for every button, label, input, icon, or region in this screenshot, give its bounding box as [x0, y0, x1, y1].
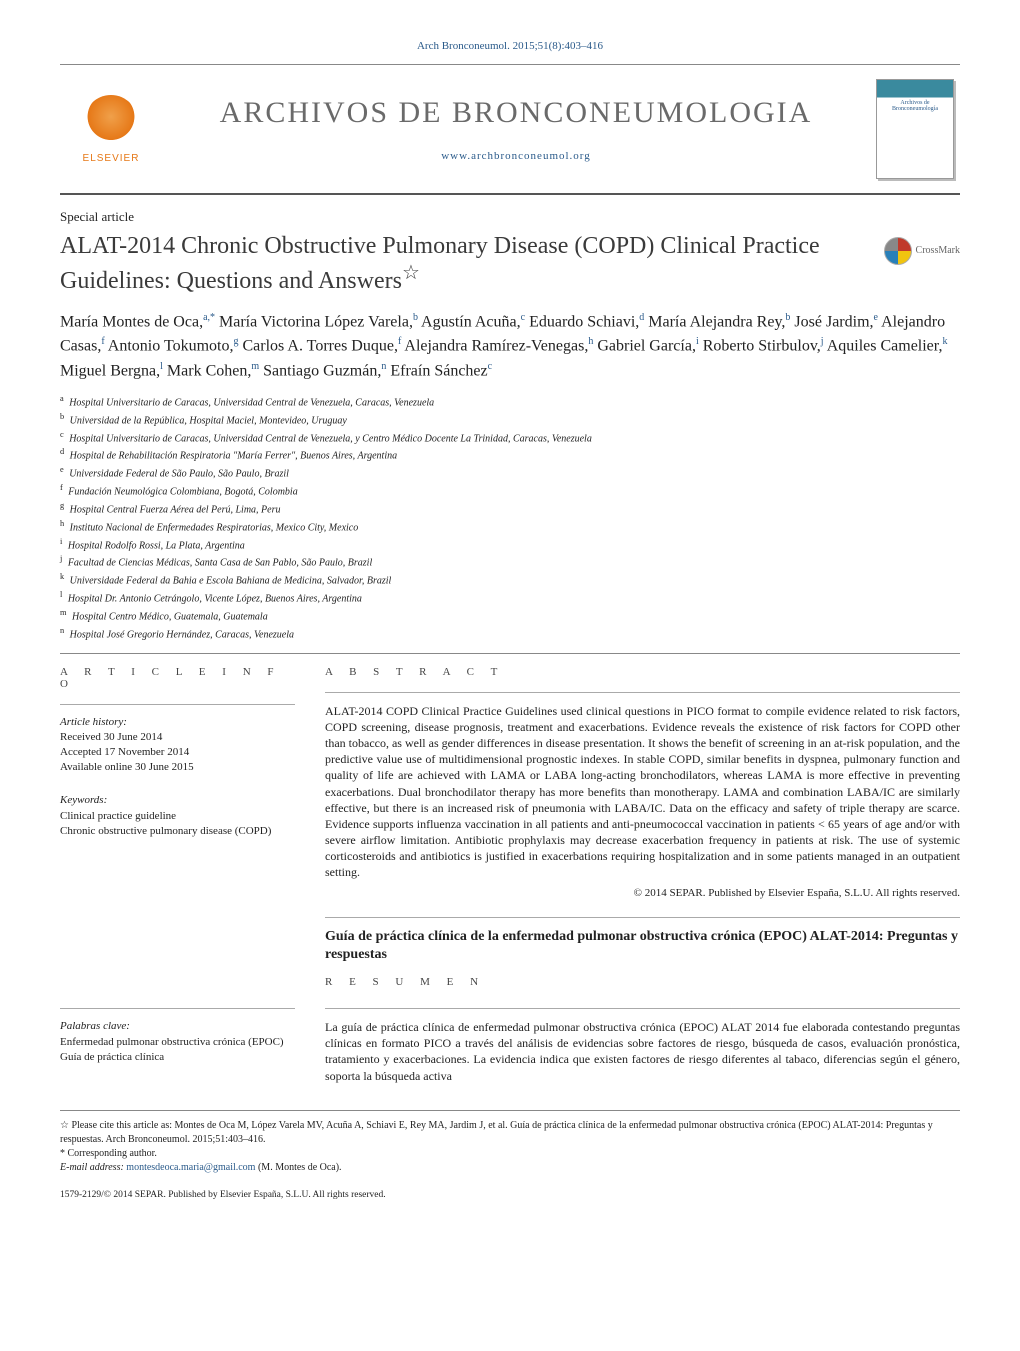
crossmark-icon: [884, 237, 912, 265]
citation-header: Arch Bronconeumol. 2015;51(8):403–416: [60, 40, 960, 52]
palabras-label: Palabras clave:: [60, 1019, 295, 1034]
affiliation: f Fundación Neumológica Colombiana, Bogo…: [60, 482, 960, 500]
article-info-column: A R T I C L E I N F O Article history: R…: [60, 666, 295, 1002]
resumen-row: Palabras clave: Enfermedad pulmonar obst…: [60, 1002, 960, 1090]
affiliation: h Instituto Nacional de Enfermedades Res…: [60, 518, 960, 536]
palabra-clave: Guía de práctica clínica: [60, 1050, 295, 1065]
author-list: María Montes de Oca,a,* María Victorina …: [60, 310, 960, 383]
abstract-heading: A B S T R A C T: [325, 666, 960, 678]
footnotes: ☆ Please cite this article as: Montes de…: [60, 1110, 960, 1202]
palabras-column: Palabras clave: Enfermedad pulmonar obst…: [60, 1002, 295, 1090]
journal-cover-thumbnail: Archivos de Bronconeumología: [876, 79, 954, 179]
history-accepted: Accepted 17 November 2014: [60, 745, 295, 760]
title-text: ALAT-2014 Chronic Obstructive Pulmonary …: [60, 233, 820, 294]
affiliation-list: a Hospital Universitario de Caracas, Uni…: [60, 393, 960, 643]
email-attribution: (M. Montes de Oca).: [258, 1162, 342, 1173]
keywords-block: Keywords: Clinical practice guideline Ch…: [60, 793, 295, 839]
abstract-rule: [325, 692, 960, 693]
keyword: Clinical practice guideline: [60, 809, 295, 824]
footnote-email-line: E-mail address: montesdeoca.maria@gmail.…: [60, 1161, 960, 1175]
abstract-column: A B S T R A C T ALAT-2014 COPD Clinical …: [325, 666, 960, 1002]
affiliation: d Hospital de Rehabilitación Respiratori…: [60, 446, 960, 464]
affiliation: c Hospital Universitario de Caracas, Uni…: [60, 429, 960, 447]
affiliation: n Hospital José Gregorio Hernández, Cara…: [60, 625, 960, 643]
affiliation: m Hospital Centro Médico, Guatemala, Gua…: [60, 607, 960, 625]
article-title: ALAT-2014 Chronic Obstructive Pulmonary …: [60, 231, 960, 296]
resumen-column: La guía de práctica clínica de enfermeda…: [325, 1002, 960, 1090]
history-received: Received 30 June 2014: [60, 730, 295, 745]
crossmark-label: CrossMark: [916, 245, 960, 258]
affiliation: k Universidade Federal da Bahia e Escola…: [60, 571, 960, 589]
history-label: Article history:: [60, 715, 295, 730]
affiliation: g Hospital Central Fuerza Aérea del Perú…: [60, 500, 960, 518]
copyright-en: © 2014 SEPAR. Published by Elsevier Espa…: [325, 887, 960, 899]
elsevier-tree-icon: [84, 95, 138, 149]
title-footnote-marker: ☆: [402, 262, 420, 284]
affiliation: i Hospital Rodolfo Rossi, La Plata, Arge…: [60, 536, 960, 554]
section-rule-1: [60, 653, 960, 654]
info-abstract-row: A R T I C L E I N F O Article history: R…: [60, 666, 960, 1002]
article-history: Article history: Received 30 June 2014 A…: [60, 715, 295, 775]
keyword: Chronic obstructive pulmonary disease (C…: [60, 824, 295, 839]
journal-title: ARCHIVOS DE BRONCONEUMOLOGIA: [170, 96, 862, 130]
affiliation: j Facultad de Ciencias Médicas, Santa Ca…: [60, 553, 960, 571]
email-label: E-mail address:: [60, 1162, 124, 1173]
publisher-name: ELSEVIER: [66, 153, 156, 164]
journal-block: ARCHIVOS DE BRONCONEUMOLOGIA www.archbro…: [170, 96, 862, 162]
cover-label: Archivos de Bronconeumología: [881, 100, 949, 112]
issn-copyright-line: 1579-2129/© 2014 SEPAR. Published by Els…: [60, 1189, 960, 1202]
palabra-clave: Enfermedad pulmonar obstructiva crónica …: [60, 1035, 295, 1050]
history-online: Available online 30 June 2015: [60, 760, 295, 775]
affiliation: b Universidad de la República, Hospital …: [60, 411, 960, 429]
affiliation: e Universidade Federal de São Paulo, São…: [60, 464, 960, 482]
publisher-logo: ELSEVIER: [66, 95, 156, 164]
abstract-en-text: ALAT-2014 COPD Clinical Practice Guideli…: [325, 703, 960, 881]
palabras-rule: [60, 1008, 295, 1009]
masthead: ELSEVIER ARCHIVOS DE BRONCONEUMOLOGIA ww…: [60, 65, 960, 185]
journal-url[interactable]: www.archbronconeumol.org: [170, 150, 862, 162]
info-rule: [60, 704, 295, 705]
article-type: Special article: [60, 209, 960, 225]
resumen-rule: [325, 1008, 960, 1009]
affiliation: a Hospital Universitario de Caracas, Uni…: [60, 393, 960, 411]
masthead-bottom-rule: [60, 193, 960, 195]
article-info-heading: A R T I C L E I N F O: [60, 666, 295, 690]
title-es: Guía de práctica clínica de la enfermeda…: [325, 928, 960, 964]
palabras-block: Palabras clave: Enfermedad pulmonar obst…: [60, 1019, 295, 1065]
corresponding-email[interactable]: montesdeoca.maria@gmail.com: [126, 1162, 255, 1173]
abstract-es-text: La guía de práctica clínica de enfermeda…: [325, 1019, 960, 1084]
affiliation: l Hospital Dr. Antonio Cetrángolo, Vicen…: [60, 589, 960, 607]
footnote-corresponding: * Corresponding author.: [60, 1147, 960, 1161]
keywords-label: Keywords:: [60, 793, 295, 808]
es-rule: [325, 917, 960, 918]
resumen-heading: R E S U M E N: [325, 976, 960, 988]
footnote-cite-as: ☆ Please cite this article as: Montes de…: [60, 1119, 960, 1147]
crossmark-badge[interactable]: CrossMark: [884, 237, 960, 265]
